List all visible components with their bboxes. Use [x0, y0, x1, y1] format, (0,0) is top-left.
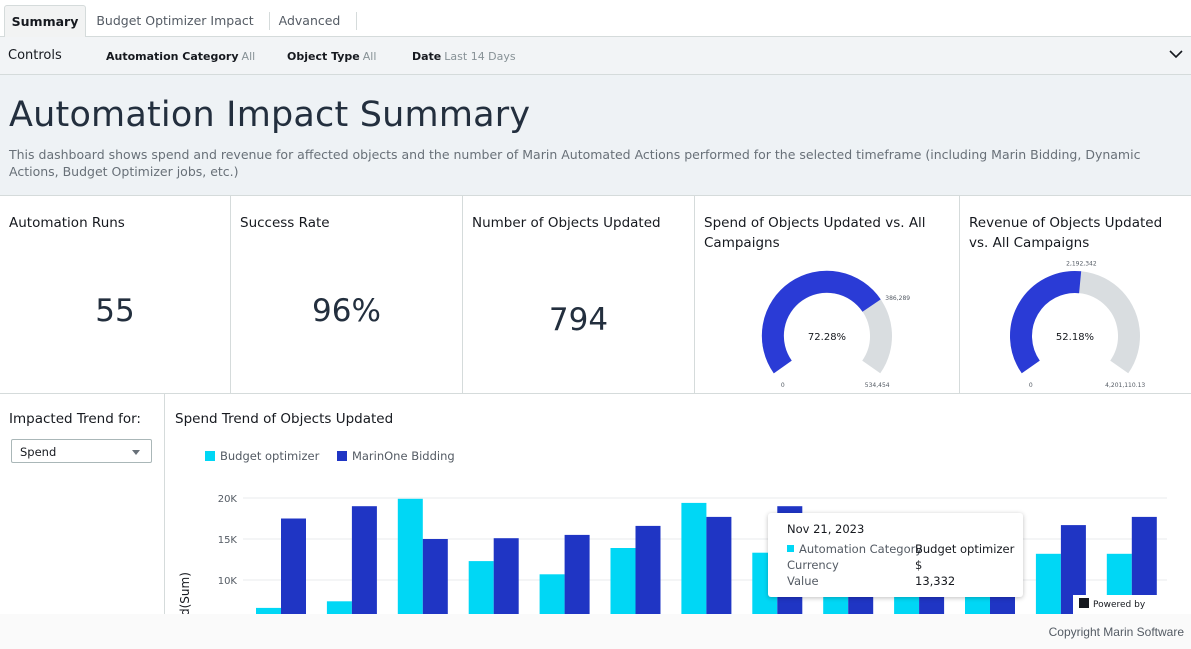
kpi-value: 96%	[312, 293, 381, 329]
bar-budget-optimizer[interactable]	[1035, 553, 1061, 624]
quicksight-logo-icon	[1079, 598, 1089, 608]
filter-value: All	[241, 50, 256, 63]
footer: Copyright Marin Software	[0, 614, 1191, 649]
chart-legend: Budget optimizer MarinOne Bidding	[205, 449, 469, 463]
tooltip-key: Automation Category	[799, 542, 923, 556]
bar-marinone-bidding[interactable]	[493, 538, 519, 624]
kpi-value: 794	[548, 302, 609, 338]
gauge-spend-panel[interactable]: Spend of Objects Updated vs. All Campaig…	[695, 196, 960, 394]
filter-value: All	[362, 50, 377, 63]
tab-advanced[interactable]: Advanced	[278, 13, 341, 28]
gauge-value-label: 2,192,342	[1066, 260, 1097, 267]
trend-control-label: Impacted Trend for:	[9, 411, 141, 427]
select-value: Spend	[20, 445, 57, 459]
kpi-row: Automation Runs 55 Success Rate 96% Numb…	[0, 196, 1191, 394]
y-tick-label: 15K	[218, 535, 238, 546]
legend-item-budget-optimizer[interactable]: Budget optimizer	[205, 449, 319, 463]
spend-trend-chart: 20K 15K 10K d(Sum)	[178, 494, 1167, 625]
gauge-fill	[1010, 271, 1082, 374]
tooltip-value: $	[915, 558, 923, 572]
controls-bar[interactable]: Controls Automation Category All Object T…	[0, 37, 1191, 75]
tooltip-value: 13,332	[915, 574, 956, 588]
copyright-text: Copyright Marin Software	[1048, 625, 1184, 639]
tooltip-key: Value	[787, 574, 819, 588]
bar-budget-optimizer[interactable]	[610, 548, 636, 624]
bar-marinone-bidding[interactable]	[422, 539, 448, 624]
gauge-percent: 72.28%	[808, 332, 846, 343]
tooltip-row-currency: Currency	[787, 558, 839, 572]
bar-marinone-bidding[interactable]	[351, 506, 377, 624]
gauge-max-label: 534,454	[865, 382, 890, 389]
filter-label: Automation Category	[106, 50, 239, 63]
kpi-automation-runs[interactable]: Automation Runs 55	[0, 196, 231, 394]
y-axis-label: d(Sum)	[178, 572, 192, 616]
spend-trend-panel[interactable]: 20K 15K 10K d(Sum) Spend Trend of Objects U…	[165, 394, 1191, 624]
gauge-title: Revenue of Objects Updated vs. All Campa…	[969, 215, 1163, 251]
kpi-title: Number of Objects Updated	[472, 215, 661, 231]
y-tick-label: 10K	[218, 576, 238, 587]
tooltip-date: Nov 21, 2023	[787, 522, 865, 536]
filter-label: Object Type	[287, 50, 360, 63]
legend-item-marinone-bidding[interactable]: MarinOne Bidding	[336, 449, 455, 463]
bar-marinone-bidding[interactable]	[564, 534, 590, 624]
y-tick-label: 20K	[218, 494, 238, 505]
kpi-value: 55	[95, 293, 135, 329]
filter-date[interactable]: Date Last 14 Days	[412, 50, 516, 63]
page-title: Automation Impact Summary	[9, 95, 531, 135]
gauge-value-label: 386,289	[885, 295, 910, 302]
gauge-min-label: 0	[1029, 382, 1033, 389]
tooltip-row-value: Value	[787, 574, 819, 588]
bar-budget-optimizer[interactable]	[681, 502, 707, 624]
tab-summary[interactable]: Summary	[4, 5, 86, 37]
tab-divider	[269, 12, 270, 30]
filter-label: Date	[412, 50, 442, 63]
bar-marinone-bidding[interactable]	[706, 516, 732, 624]
dashboard-header: Automation Impact Summary This dashboard…	[0, 75, 1191, 196]
tooltip-value: Budget optimizer	[915, 542, 1015, 556]
filter-automation-category[interactable]: Automation Category All	[106, 50, 255, 63]
caret-down-icon	[132, 450, 140, 455]
tooltip-swatch	[787, 545, 794, 552]
tooltip-row-category: Automation Category	[787, 542, 922, 556]
kpi-title: Automation Runs	[9, 215, 125, 231]
kpi-objects-updated[interactable]: Number of Objects Updated 794	[463, 196, 695, 394]
tab-budget-optimizer-impact[interactable]: Budget Optimizer Impact	[96, 13, 254, 28]
gauge-min-label: 0	[781, 382, 785, 389]
trend-control-panel: Impacted Trend for: Spend	[0, 394, 165, 624]
trend-metric-select[interactable]: Spend	[11, 439, 152, 463]
legend-label: MarinOne Bidding	[351, 449, 455, 463]
legend-swatch	[205, 451, 215, 461]
powered-by-badge[interactable]: Powered by QuickSight	[1073, 595, 1191, 630]
bar-marinone-bidding[interactable]	[281, 518, 306, 625]
gauge-percent: 52.18%	[1056, 332, 1094, 343]
filter-object-type[interactable]: Object Type All	[287, 50, 376, 63]
gauge-title: Spend of Objects Updated vs. All Campaig…	[704, 215, 926, 251]
legend-swatch	[336, 451, 347, 461]
chart-tooltip: Nov 21, 2023 Automation Category Budget …	[768, 513, 1023, 597]
gauge-revenue: 52.18% 0 4,201,110.13 2,192,342	[1010, 260, 1145, 389]
bar-marinone-bidding[interactable]	[635, 525, 661, 624]
gauge-revenue-panel[interactable]: Revenue of Objects Updated vs. All Campa…	[960, 196, 1191, 394]
page-description: This dashboard shows spend and revenue f…	[9, 147, 1141, 179]
gauge-spend: 72.28% 0 534,454 386,289	[761, 270, 910, 389]
kpi-title: Success Rate	[240, 215, 330, 231]
legend-label: Budget optimizer	[220, 449, 320, 463]
tab-bar: Summary Budget Optimizer Impact Advanced	[0, 0, 1191, 37]
kpi-success-rate[interactable]: Success Rate 96%	[231, 196, 463, 394]
gauge-max-label: 4,201,110.13	[1105, 382, 1145, 389]
gauge-fill	[761, 270, 881, 374]
bar-budget-optimizer[interactable]	[468, 561, 494, 624]
tab-divider	[356, 12, 357, 30]
bar-budget-optimizer[interactable]	[397, 498, 423, 624]
chart-title: Spend Trend of Objects Updated	[175, 411, 394, 427]
filter-value: Last 14 Days	[444, 50, 516, 63]
chevron-down-icon[interactable]	[1167, 45, 1185, 63]
tooltip-key: Currency	[787, 558, 839, 572]
controls-title: Controls	[8, 48, 62, 63]
